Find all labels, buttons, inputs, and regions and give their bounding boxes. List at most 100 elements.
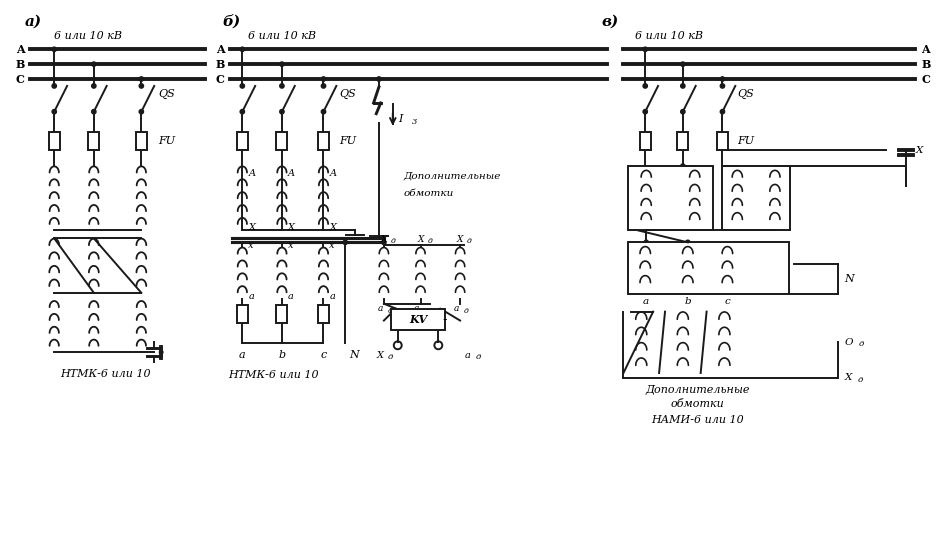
Circle shape: [720, 77, 725, 81]
Bar: [318, 132, 329, 150]
Text: X: X: [916, 146, 923, 155]
Circle shape: [321, 109, 326, 114]
Circle shape: [91, 84, 96, 88]
Text: НАМИ-6 или 10: НАМИ-6 или 10: [651, 415, 744, 424]
Text: НТМК-6 или 10: НТМК-6 или 10: [229, 370, 319, 380]
Text: обмотки: обмотки: [404, 189, 454, 198]
Text: QS: QS: [158, 89, 175, 99]
Text: 3: 3: [411, 118, 417, 125]
Text: a: a: [329, 293, 335, 301]
Text: д: д: [427, 237, 432, 245]
Circle shape: [643, 84, 647, 88]
Bar: [629, 166, 712, 231]
Text: д: д: [859, 340, 864, 348]
Circle shape: [680, 109, 685, 114]
Text: a: a: [288, 293, 294, 301]
Bar: [723, 166, 789, 231]
Bar: [237, 132, 247, 150]
Circle shape: [139, 77, 144, 81]
Text: a: a: [377, 304, 383, 313]
Circle shape: [240, 109, 245, 114]
Circle shape: [321, 84, 326, 88]
Text: C: C: [215, 73, 225, 84]
Text: FU: FU: [158, 136, 175, 146]
Bar: [277, 305, 287, 322]
Bar: [277, 132, 287, 150]
Text: д: д: [464, 307, 469, 315]
Text: A: A: [16, 44, 24, 55]
Text: x: x: [288, 241, 294, 250]
Text: A: A: [215, 44, 225, 55]
Circle shape: [343, 240, 347, 245]
Text: c: c: [725, 297, 730, 306]
Circle shape: [91, 62, 96, 66]
Text: a: a: [239, 350, 246, 360]
Text: KV: KV: [409, 314, 427, 325]
Bar: [237, 305, 247, 322]
Bar: [717, 132, 728, 150]
Bar: [136, 132, 147, 150]
Text: B: B: [215, 59, 225, 70]
Text: A: A: [329, 168, 337, 178]
Text: а): а): [24, 14, 41, 29]
Circle shape: [643, 47, 647, 51]
Bar: [629, 242, 789, 294]
Text: 6 или 10 кВ: 6 или 10 кВ: [635, 31, 703, 41]
Text: д: д: [467, 237, 471, 245]
Circle shape: [279, 62, 284, 66]
Text: д: д: [476, 353, 481, 361]
Text: C: C: [16, 73, 24, 84]
Bar: [391, 309, 445, 331]
Circle shape: [52, 84, 56, 88]
Circle shape: [52, 109, 56, 114]
Bar: [49, 132, 59, 150]
Bar: [678, 132, 688, 150]
Text: X: X: [844, 374, 852, 383]
Text: a: a: [465, 351, 470, 360]
Text: Дополнительные: Дополнительные: [404, 172, 501, 181]
Circle shape: [139, 109, 144, 114]
Circle shape: [279, 84, 284, 88]
Circle shape: [686, 240, 690, 245]
Text: X: X: [248, 223, 255, 232]
Text: a: a: [248, 293, 254, 301]
Text: 6 или 10 кВ: 6 или 10 кВ: [55, 31, 122, 41]
Text: QS: QS: [738, 89, 754, 99]
Circle shape: [279, 109, 284, 114]
Text: I: I: [398, 114, 402, 124]
Text: b: b: [684, 297, 691, 306]
Circle shape: [52, 47, 56, 51]
Text: b: b: [279, 350, 285, 360]
Text: N: N: [349, 350, 359, 360]
Bar: [640, 132, 650, 150]
Circle shape: [240, 84, 245, 88]
Text: A: A: [248, 168, 255, 178]
Text: 6 или 10 кВ: 6 или 10 кВ: [248, 31, 316, 41]
Text: a: a: [642, 297, 648, 306]
Circle shape: [376, 77, 381, 81]
Text: в): в): [601, 14, 619, 29]
Circle shape: [139, 84, 144, 88]
Text: O: O: [844, 338, 853, 347]
Text: c: c: [320, 350, 327, 360]
Circle shape: [643, 109, 647, 114]
Circle shape: [680, 84, 685, 88]
Text: X: X: [457, 235, 463, 244]
Circle shape: [680, 164, 685, 168]
Text: N: N: [844, 274, 853, 284]
Bar: [88, 132, 99, 150]
Text: x: x: [248, 241, 254, 250]
Text: FU: FU: [738, 136, 755, 146]
Text: д: д: [391, 237, 395, 245]
Text: X: X: [417, 235, 423, 244]
Text: НТМК-6 или 10: НТМК-6 или 10: [60, 369, 151, 379]
Text: X: X: [381, 235, 387, 244]
Text: X: X: [329, 223, 337, 232]
Text: д: д: [424, 307, 429, 315]
Circle shape: [321, 77, 326, 81]
Text: a: a: [454, 304, 459, 313]
Text: QS: QS: [340, 89, 356, 99]
Circle shape: [91, 109, 96, 114]
Text: обмотки: обмотки: [671, 399, 725, 408]
Text: Дополнительные: Дополнительные: [646, 385, 750, 395]
